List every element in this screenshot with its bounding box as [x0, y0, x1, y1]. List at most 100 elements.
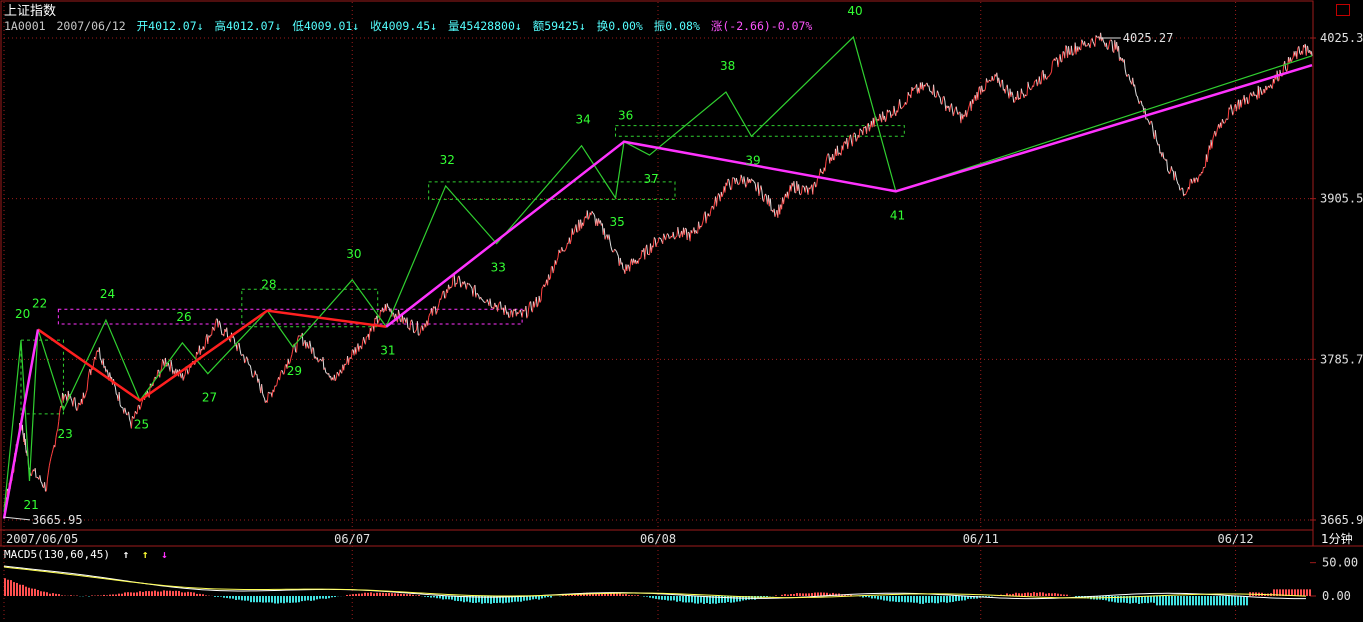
quote-date: 2007/06/12 — [56, 19, 126, 33]
price-segment — [586, 210, 589, 220]
price-segment — [49, 456, 52, 462]
price-segment — [141, 399, 144, 403]
macd-histogram-bar — [610, 593, 612, 596]
macd-histogram-bar — [670, 596, 672, 601]
macd-histogram-bar — [220, 596, 222, 597]
macd-histogram-bar — [703, 596, 705, 604]
macd-histogram-bar — [964, 596, 966, 601]
price-segment — [134, 411, 137, 413]
price-segment — [888, 110, 891, 112]
price-segment — [616, 251, 618, 254]
macd-histogram-bar — [1156, 596, 1158, 606]
wave-label: 24 — [100, 287, 115, 301]
price-segment — [243, 355, 246, 364]
price-segment — [850, 134, 852, 142]
price-segment — [1298, 46, 1301, 54]
price-segment — [263, 396, 265, 399]
change-value: 涨(-2.66)-0.07% — [710, 19, 813, 33]
macd-histogram-bar — [823, 592, 825, 596]
price-segment — [376, 315, 379, 324]
macd-histogram-bar — [118, 593, 120, 596]
price-segment — [1246, 97, 1249, 105]
price-segment — [139, 406, 142, 410]
price-segment — [1103, 41, 1105, 44]
price-segment — [724, 182, 727, 193]
price-segment — [45, 478, 48, 491]
price-segment — [702, 213, 705, 221]
window-box-icon[interactable] — [1336, 4, 1350, 16]
price-segment — [1050, 71, 1052, 75]
macd-histogram-bar — [1114, 596, 1116, 603]
macd-histogram-bar — [568, 595, 570, 596]
macd-histogram-bar — [829, 593, 831, 596]
price-segment — [75, 406, 78, 411]
macd-histogram-bar — [196, 593, 198, 596]
price-segment — [815, 185, 817, 188]
macd-histogram-bar — [1132, 596, 1134, 604]
price-segment — [709, 210, 712, 217]
macd-histogram-bar — [364, 592, 366, 596]
price-segment — [1177, 183, 1180, 186]
macd-histogram-bar — [688, 596, 690, 603]
price-segment — [646, 244, 649, 255]
macd-histogram-bar — [1219, 596, 1221, 606]
price-segment — [1123, 59, 1126, 70]
price-segment — [549, 266, 552, 279]
price-segment — [422, 327, 425, 331]
macd-histogram-bar — [952, 596, 954, 602]
price-segment — [559, 251, 562, 254]
price-segment — [252, 375, 255, 378]
price-segment — [469, 285, 472, 287]
macd-histogram-bar — [958, 596, 960, 601]
price-segment — [387, 306, 390, 309]
macd-histogram-bar — [1294, 589, 1296, 596]
price-segment — [119, 404, 122, 408]
macd-histogram-bar — [505, 596, 507, 603]
price-segment — [83, 396, 86, 399]
price-segment — [790, 182, 793, 192]
price-segment — [893, 105, 896, 114]
price-segment — [517, 311, 520, 315]
price-segment — [755, 187, 758, 192]
price-segment — [802, 185, 805, 188]
price-segment — [627, 264, 630, 267]
price-segment — [906, 92, 909, 103]
price-segment — [548, 274, 550, 280]
price-segment — [968, 104, 970, 109]
price-segment — [557, 249, 560, 258]
macd-histogram-bar — [307, 596, 309, 601]
price-segment — [309, 340, 312, 347]
price-segment — [1179, 189, 1182, 191]
price-segment — [54, 437, 57, 448]
price-segment — [738, 181, 741, 185]
macd-indicator-label[interactable]: MACD5(130,60,45) ↑ ↑ ↓ — [4, 548, 168, 561]
price-segment — [745, 184, 748, 188]
macd-histogram-bar — [244, 596, 246, 601]
price-segment — [787, 192, 790, 199]
wave-label: 30 — [346, 247, 361, 261]
macd-histogram-bar — [436, 596, 438, 599]
price-segment — [859, 128, 862, 131]
macd-histogram-bar — [571, 594, 573, 596]
macd-histogram-bar — [679, 596, 681, 602]
macd-histogram-bar — [487, 596, 489, 604]
price-segment — [669, 237, 671, 240]
price-segment — [99, 358, 102, 361]
macd-histogram-bar — [463, 596, 465, 603]
price-segment — [730, 188, 732, 191]
price-segment — [901, 107, 903, 110]
macd-histogram-bar — [661, 596, 663, 600]
macd-dif-line — [3, 565, 1307, 600]
price-segment — [489, 298, 492, 307]
price-segment — [58, 412, 61, 422]
price-segment — [674, 236, 677, 240]
price-segment — [441, 291, 444, 296]
macd-histogram-bar — [502, 596, 504, 604]
macd-histogram-bar — [544, 596, 546, 598]
macd-histogram-bar — [1036, 592, 1038, 596]
period-button[interactable]: 1分钟 — [1321, 532, 1353, 546]
macd-histogram-bar — [127, 592, 129, 596]
macd-histogram-bar — [1228, 596, 1230, 606]
macd-histogram-bar — [121, 593, 123, 596]
macd-histogram-bar — [700, 596, 702, 603]
